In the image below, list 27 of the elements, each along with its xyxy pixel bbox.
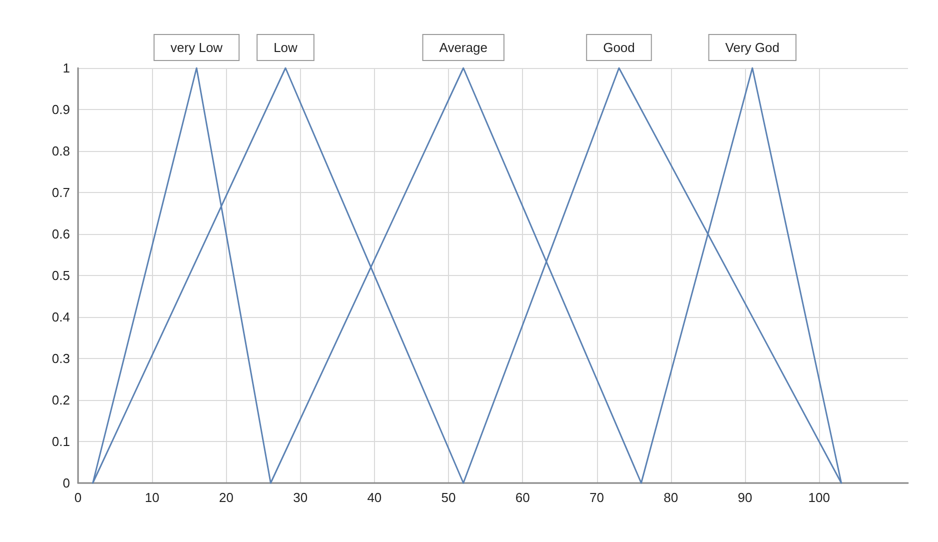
y-tick-label: 0.1 bbox=[52, 434, 70, 449]
x-tick-label: 10 bbox=[144, 490, 160, 505]
y-tick-label: 0.2 bbox=[52, 392, 70, 408]
x-tick-label: 50 bbox=[441, 490, 456, 505]
x-tick-label: 60 bbox=[515, 490, 530, 505]
x-tick-label: 80 bbox=[664, 490, 678, 505]
y-tick-label: 0.9 bbox=[52, 102, 70, 117]
annotation: Very God bbox=[725, 40, 780, 55]
annotation: very Low bbox=[170, 40, 224, 55]
x-tick-label: 0 bbox=[74, 490, 82, 505]
y-tick-label: 0.7 bbox=[52, 185, 70, 200]
x-tick-label: 40 bbox=[367, 490, 382, 505]
x-tick-label: 90 bbox=[738, 490, 752, 505]
y-tick-label: 0.6 bbox=[52, 226, 70, 242]
annotation: Good bbox=[603, 40, 635, 55]
y-tick-label: 1 bbox=[62, 60, 70, 76]
y-tick-label: 0.8 bbox=[52, 144, 70, 158]
x-tick-label: 30 bbox=[293, 490, 308, 505]
x-tick-label: 70 bbox=[590, 490, 604, 505]
y-tick-label: 0 bbox=[62, 476, 70, 490]
x-tick-label: 20 bbox=[218, 490, 234, 505]
annotation: Average bbox=[439, 40, 488, 55]
y-tick-label: 0.4 bbox=[52, 310, 70, 324]
y-tick-label: 0.3 bbox=[52, 351, 70, 366]
y-tick-label: 0.5 bbox=[52, 268, 70, 283]
annotation: Low bbox=[274, 40, 298, 55]
x-tick-label: 100 bbox=[808, 490, 830, 505]
